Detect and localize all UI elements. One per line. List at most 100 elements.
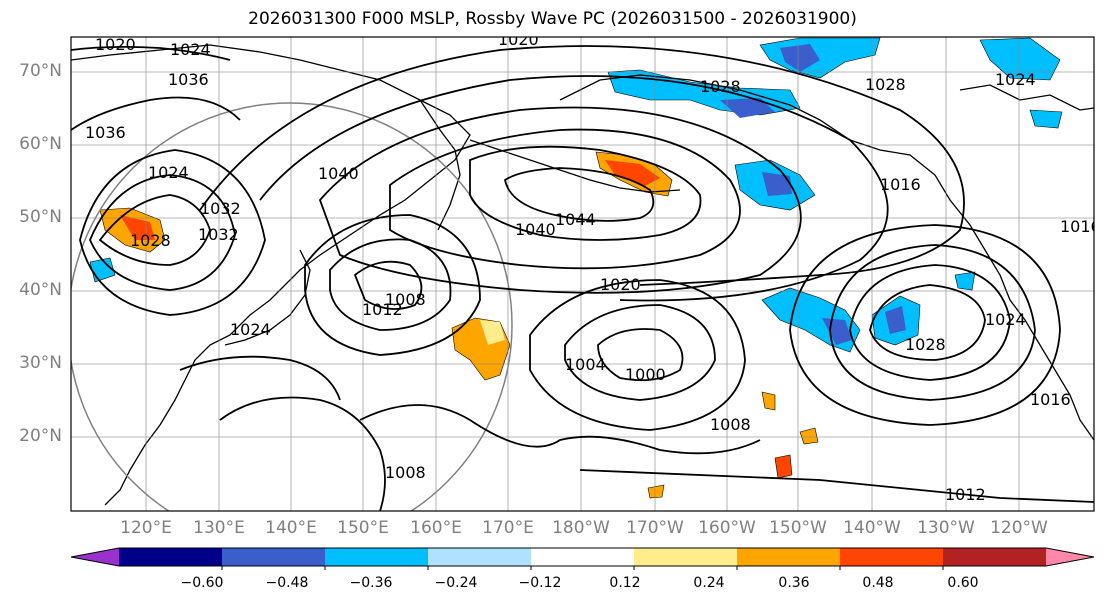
contour-label: 1024	[995, 70, 1036, 89]
contour-1036-jp	[71, 96, 241, 131]
contour-1032-outer	[389, 128, 741, 270]
pos-region-aleutian-core	[605, 160, 660, 186]
contour-1008-low2	[529, 279, 746, 431]
colorbar-segment	[737, 548, 841, 566]
contour-label: 1032	[198, 225, 239, 244]
contour-label: 1008	[385, 290, 426, 309]
map-background	[71, 37, 1094, 511]
lon-label-150w: 150°W	[769, 518, 827, 538]
lon-label-170e: 170°E	[482, 518, 534, 538]
colorbar-tick: 0.36	[778, 575, 810, 591]
neg-region-bc-coast	[954, 271, 976, 291]
contour-1024-nw	[71, 45, 231, 61]
mslp-contours	[71, 45, 1094, 511]
contour-1036-high	[469, 145, 702, 241]
negative-anomaly-shading	[89, 37, 1063, 353]
contour-label: 1008	[710, 415, 751, 434]
contour-1024-outer	[259, 75, 889, 302]
contour-1020	[199, 45, 965, 286]
contour-label: 1036	[85, 123, 126, 142]
contour-1020-high-east	[829, 244, 1036, 401]
contour-label: 1032	[200, 199, 241, 218]
contour-label: 1024	[230, 320, 271, 339]
contour-label: 1020	[95, 35, 136, 54]
contour-1008-low	[353, 260, 423, 310]
colorbar-extend-max	[1046, 548, 1094, 566]
colorbar-outline	[70, 547, 1095, 567]
coast-canada-islands	[959, 84, 1094, 111]
coast-kamchatka	[419, 99, 461, 231]
contour-label: 1024	[148, 163, 189, 182]
lon-label-140w: 140°W	[843, 518, 901, 538]
contour-label: 1016	[880, 175, 921, 194]
neg-region-gulf-alaska-core	[762, 172, 792, 196]
contour-labels: 1020 1024 1036 1036 1024 1028 1040 1032 …	[85, 30, 1094, 504]
pos-region-subtropic-b	[774, 454, 793, 479]
lon-label-160w: 160°W	[698, 518, 756, 538]
colorbar-tick: −0.12	[518, 575, 562, 591]
contour-label: 1016	[1030, 390, 1071, 409]
contour-1024-high-east	[849, 264, 1011, 381]
neg-region-yukon	[979, 37, 1061, 81]
lat-label-50n: 50°N	[19, 207, 62, 227]
region-circle	[71, 102, 513, 511]
lon-label-120e: 120°E	[120, 518, 172, 538]
lat-label-20n: 20°N	[19, 426, 62, 446]
map-area: 1020 1024 1036 1036 1024 1028 1040 1032 …	[71, 30, 1094, 511]
contour-1028-jp	[89, 174, 236, 291]
colorbar-extend-min	[71, 548, 119, 566]
coastlines	[71, 44, 1094, 506]
contour-1040-high	[503, 167, 655, 222]
lon-label-130e: 130°E	[193, 518, 245, 538]
contour-label: 1028	[905, 335, 946, 354]
contour-1012-west	[219, 396, 386, 511]
map-frame	[70, 36, 1095, 512]
contour-1016-low	[304, 214, 481, 356]
contour-1016-west	[179, 355, 341, 401]
contour-label: 1000	[625, 365, 666, 384]
pos-region-subtropic-d	[647, 484, 665, 499]
colorbar-segment	[325, 548, 429, 566]
contour-label: 1036	[168, 70, 209, 89]
coast-aleutians	[469, 139, 681, 193]
lon-label-150e: 150°E	[337, 518, 389, 538]
colorbar-segment	[428, 548, 532, 566]
contour-1012-south	[579, 469, 1094, 503]
lon-label-180w: 180°W	[552, 518, 610, 538]
coast-asia-east	[71, 44, 471, 506]
neg-region-hawaii-north-core	[822, 318, 852, 345]
colorbar-tick: −0.48	[265, 575, 309, 591]
contour-1012-low	[329, 238, 452, 331]
contour-1028-high-east	[869, 284, 986, 361]
contour-label: 1028	[130, 231, 171, 250]
contour-label: 1020	[498, 30, 539, 49]
lat-label-40n: 40°N	[19, 280, 62, 300]
colorbar-segment	[531, 548, 635, 566]
lon-label-120w: 120°W	[990, 518, 1048, 538]
pos-region-midpacific-light	[480, 320, 505, 345]
lon-label-170w: 170°W	[626, 518, 684, 538]
contour-label: 1020	[600, 275, 641, 294]
contour-label: 1008	[385, 463, 426, 482]
colorbar-tick: −0.60	[180, 575, 224, 591]
lat-label-70n: 70°N	[19, 61, 62, 81]
neg-region-alaska-north-core	[780, 44, 820, 72]
contour-1004-low	[564, 304, 716, 401]
contour-label: 1012	[362, 300, 403, 319]
contour-label: 1012	[945, 485, 986, 504]
colorbar-tick: 0.24	[693, 575, 725, 591]
colorbar-tick: 0.60	[947, 575, 979, 591]
colorbar-tick: −0.36	[349, 575, 393, 591]
contour-label: 1024	[170, 40, 211, 59]
colorbar-segment	[634, 548, 738, 566]
contour-label: 1024	[985, 310, 1026, 329]
contour-label: 1044	[555, 210, 596, 229]
contour-label: 1040	[318, 164, 359, 183]
neg-region-bering-core	[720, 98, 775, 118]
contour-1032-jp	[79, 149, 266, 316]
pos-region-subtropic-c	[799, 427, 819, 445]
contour-label: 1004	[565, 355, 606, 374]
lon-label-130w: 130°W	[917, 518, 975, 538]
colorbar-segment	[840, 548, 944, 566]
